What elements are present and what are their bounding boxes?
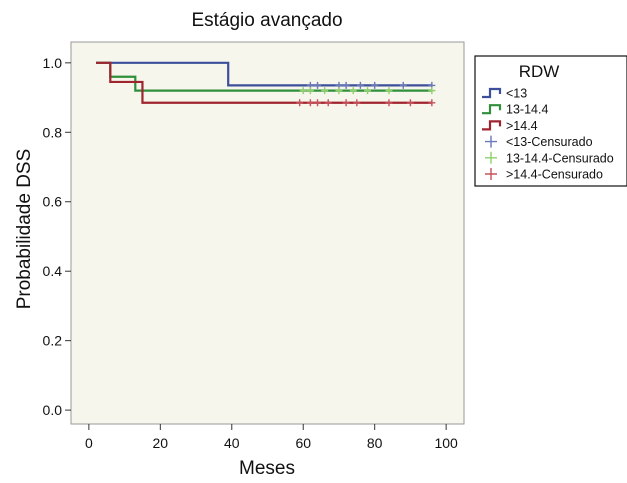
legend-entries: <13 13-14.4 >14.4 <13-Censurado 13-14.4-Cens… [482, 87, 614, 182]
legend-title: RDW [519, 62, 560, 81]
y-tick-label: 0.6 [43, 194, 63, 210]
series-layer [96, 61, 436, 107]
legend-label: <13-Censurado [506, 135, 593, 149]
y-tick-label: 0.8 [43, 124, 63, 140]
y-tick-label: 1.0 [43, 55, 63, 71]
x-tick-label: 0 [85, 435, 93, 451]
censor-mark [314, 81, 322, 89]
censor-mark [296, 99, 304, 107]
y-tick-label: 0.4 [43, 263, 63, 279]
km-curve [96, 61, 432, 87]
censor-mark [428, 99, 436, 107]
censor-mark [364, 87, 372, 95]
y-axis: 0.0 0.2 0.4 0.6 0.8 1.0 [43, 55, 71, 418]
x-tick-label: 60 [295, 435, 311, 451]
legend-label: 13-14.4 [506, 103, 548, 117]
legend-item: >14.4-Censurado [485, 168, 603, 182]
y-tick-label: 0.0 [43, 402, 63, 418]
legend-line-swatch [482, 120, 502, 131]
censor-mark [306, 87, 314, 95]
legend-cross-swatch [485, 151, 497, 164]
censor-mark [406, 99, 414, 107]
censor-mark [299, 87, 307, 95]
censor-mark [342, 81, 350, 89]
y-axis-label: Probabilidade DSS [14, 149, 35, 310]
x-tick-label: 100 [434, 435, 458, 451]
censor-mark [314, 99, 322, 107]
x-tick-label: 20 [153, 435, 169, 451]
legend-cross-swatch [485, 168, 497, 180]
x-axis-label: Meses [239, 458, 295, 478]
censor-mark [371, 81, 379, 89]
legend-line-swatch [482, 104, 502, 115]
censor-mark [324, 99, 332, 107]
censor-mark [335, 87, 343, 95]
censor-mark [321, 87, 329, 95]
censor-mark [385, 87, 393, 95]
legend-label: 13-14.4-Censurado [506, 151, 614, 165]
legend-label: <13 [506, 87, 527, 101]
legend-item: >14.4 [482, 119, 538, 133]
x-tick-label: 80 [367, 435, 383, 451]
censor-mark [349, 87, 357, 95]
legend-item: <13 [482, 87, 527, 101]
censor-mark [399, 81, 407, 89]
km-curve [96, 61, 432, 104]
censor-mark [428, 87, 436, 95]
x-axis: 0 20 40 60 80 100 [85, 424, 458, 451]
legend-item: 13-14.4-Censurado [485, 151, 614, 165]
legend-item: <13-Censurado [485, 135, 593, 149]
legend-label: >14.4-Censurado [506, 168, 603, 182]
chart-title: Estágio avançado [191, 10, 342, 31]
legend: RDW <13 13-14.4 >14.4 <13-Censurado 13-14.4-… [474, 55, 627, 187]
x-tick-label: 40 [224, 435, 240, 451]
censor-mark [306, 99, 314, 107]
censor-mark [342, 99, 350, 107]
censor-mark [353, 99, 361, 107]
censor-mark [356, 81, 364, 89]
legend-item: 13-14.4 [482, 103, 548, 117]
legend-cross-swatch [485, 135, 497, 148]
plot-area [70, 41, 465, 425]
legend-label: >14.4 [506, 119, 538, 133]
censor-mark [385, 99, 393, 107]
y-tick-label: 0.2 [43, 333, 63, 349]
legend-line-swatch [482, 87, 502, 99]
